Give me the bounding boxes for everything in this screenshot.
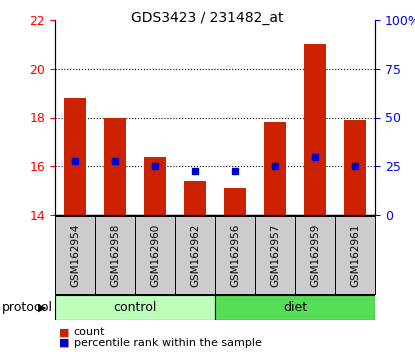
Text: percentile rank within the sample: percentile rank within the sample bbox=[74, 338, 261, 348]
Text: GSM162960: GSM162960 bbox=[150, 223, 160, 287]
Bar bbox=[64, 98, 86, 215]
Text: GSM162962: GSM162962 bbox=[190, 223, 200, 287]
FancyBboxPatch shape bbox=[215, 295, 375, 320]
Bar bbox=[304, 44, 326, 215]
Bar bbox=[144, 156, 166, 215]
FancyBboxPatch shape bbox=[255, 216, 295, 294]
Text: ■: ■ bbox=[59, 338, 70, 348]
FancyBboxPatch shape bbox=[295, 216, 335, 294]
Text: GSM162959: GSM162959 bbox=[310, 223, 320, 287]
Text: GSM162956: GSM162956 bbox=[230, 223, 240, 287]
Bar bbox=[224, 188, 246, 215]
FancyBboxPatch shape bbox=[335, 216, 375, 294]
Bar bbox=[184, 181, 206, 215]
Text: count: count bbox=[74, 327, 105, 337]
Text: ▶: ▶ bbox=[38, 303, 47, 313]
Text: GSM162961: GSM162961 bbox=[350, 223, 360, 287]
FancyBboxPatch shape bbox=[135, 216, 175, 294]
FancyBboxPatch shape bbox=[95, 216, 135, 294]
Text: control: control bbox=[113, 301, 157, 314]
FancyBboxPatch shape bbox=[55, 216, 95, 294]
FancyBboxPatch shape bbox=[215, 216, 255, 294]
Text: GSM162958: GSM162958 bbox=[110, 223, 120, 287]
Text: diet: diet bbox=[283, 301, 307, 314]
Bar bbox=[264, 122, 286, 215]
Text: protocol: protocol bbox=[2, 301, 53, 314]
Bar bbox=[344, 120, 366, 215]
Text: ■: ■ bbox=[59, 327, 70, 337]
Text: GSM162954: GSM162954 bbox=[70, 223, 80, 287]
Text: GDS3423 / 231482_at: GDS3423 / 231482_at bbox=[131, 11, 284, 25]
FancyBboxPatch shape bbox=[55, 295, 215, 320]
Text: GSM162957: GSM162957 bbox=[270, 223, 280, 287]
FancyBboxPatch shape bbox=[175, 216, 215, 294]
Bar bbox=[104, 118, 126, 215]
